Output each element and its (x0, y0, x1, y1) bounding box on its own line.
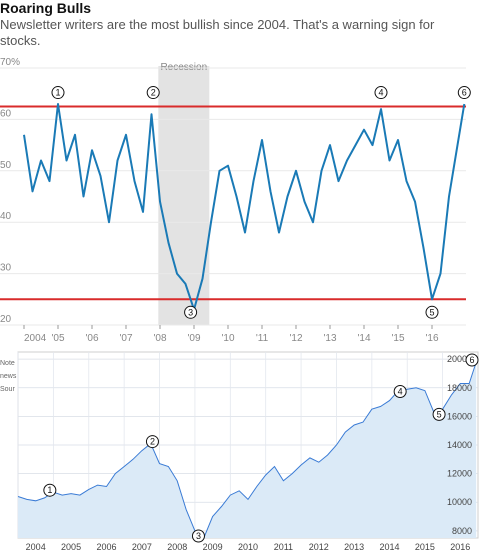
marker: 5 (425, 305, 439, 319)
marker-label: 6 (462, 88, 467, 98)
y-tick-label: 30 (0, 263, 12, 274)
x-tick-label: 2009 (203, 542, 223, 552)
y-tick-label: 50 (0, 160, 12, 171)
x-tick-label: 2005 (61, 542, 81, 552)
y-tick-label: 14000 (447, 440, 472, 450)
marker-circle (51, 86, 65, 100)
marker-circle (184, 305, 198, 319)
y-tick-label: 70% (0, 57, 20, 68)
x-tick-label: 2015 (415, 542, 435, 552)
dow-series-area (18, 362, 477, 538)
marker: 4 (374, 86, 388, 100)
x-tick-label: 2004 (24, 333, 47, 344)
marker-circle (374, 86, 388, 100)
x-tick-label: '15 (391, 333, 404, 344)
marker: 1 (51, 86, 65, 100)
marker: 6 (457, 86, 471, 100)
marker: 4 (393, 384, 407, 398)
y-tick-label: 60 (0, 108, 12, 119)
marker: 1 (43, 483, 57, 497)
note-line: Sour (0, 386, 15, 393)
x-tick-label: 2016 (450, 542, 470, 552)
x-tick-label: '11 (256, 333, 269, 344)
marker: 6 (465, 353, 479, 367)
x-tick-label: 2013 (344, 542, 364, 552)
marker-label: 1 (47, 485, 52, 495)
marker-label: 6 (469, 355, 474, 365)
marker: 3 (184, 305, 198, 319)
y-tick-label: 18000 (447, 383, 472, 393)
dow-chart: 20000 18000 16000 14000 12000 10000 8000 2004 2… (17, 351, 479, 552)
x-tick-label: 2004 (26, 542, 46, 552)
x-tick-label: '06 (85, 333, 98, 344)
x-tick-label: '07 (119, 333, 132, 344)
x-tick-label: 2007 (132, 542, 152, 552)
y-tick-label: 8000 (452, 526, 472, 536)
y-tick-label: 20 (0, 314, 12, 325)
y-tick-label: 20000 (447, 354, 472, 364)
x-tick-label: '14 (357, 333, 370, 344)
marker-circle (457, 86, 471, 100)
y-tick-label: 40 (0, 211, 12, 222)
y-tick-label: 16000 (447, 411, 472, 421)
recession-band (158, 66, 210, 325)
x-tick-label: '16 (425, 333, 438, 344)
marker-circle (465, 353, 479, 367)
x-tick-label: 2014 (380, 542, 400, 552)
marker-label: 5 (437, 409, 442, 419)
marker-circle (146, 86, 160, 100)
marker-label: 1 (55, 88, 60, 98)
marker-label: 2 (150, 437, 155, 447)
marker: 2 (145, 435, 159, 449)
x-tick-label: 2011 (274, 542, 293, 552)
marker-label: 3 (196, 531, 201, 541)
x-tick-label: 2010 (238, 542, 258, 552)
marker-circle (432, 407, 446, 421)
marker: 2 (146, 86, 160, 100)
bulls-series-line (23, 103, 466, 311)
marker: 3 (191, 529, 205, 543)
marker-label: 4 (398, 386, 403, 396)
x-tick-label: '08 (153, 333, 166, 344)
x-tick-label: '10 (221, 333, 234, 344)
x-tick-label: '12 (289, 333, 302, 344)
x-tick-label: 2008 (167, 542, 187, 552)
marker-label: 2 (151, 88, 156, 98)
marker-label: 3 (188, 307, 193, 317)
note-line: Note (0, 360, 15, 367)
x-tick-label: '05 (51, 333, 64, 344)
marker: 5 (432, 407, 446, 421)
marker-circle (425, 305, 439, 319)
marker-label: 4 (378, 88, 383, 98)
x-tick-label: '13 (323, 333, 336, 344)
x-tick-label: 2012 (309, 542, 329, 552)
marker-circle (43, 483, 57, 497)
marker-circle (393, 384, 407, 398)
x-tick-label: '09 (187, 333, 200, 344)
chart-subtitle: Newsletter writers are the most bullish … (0, 17, 435, 48)
chart-title: Roaring Bulls (0, 0, 92, 16)
y-tick-label: 10000 (447, 497, 472, 507)
y-tick-label: 12000 (447, 469, 472, 479)
marker-label: 5 (429, 307, 434, 317)
note-line: news (0, 373, 17, 380)
marker-circle (145, 435, 159, 449)
marker-circle (191, 529, 205, 543)
x-tick-label: 2006 (96, 542, 116, 552)
